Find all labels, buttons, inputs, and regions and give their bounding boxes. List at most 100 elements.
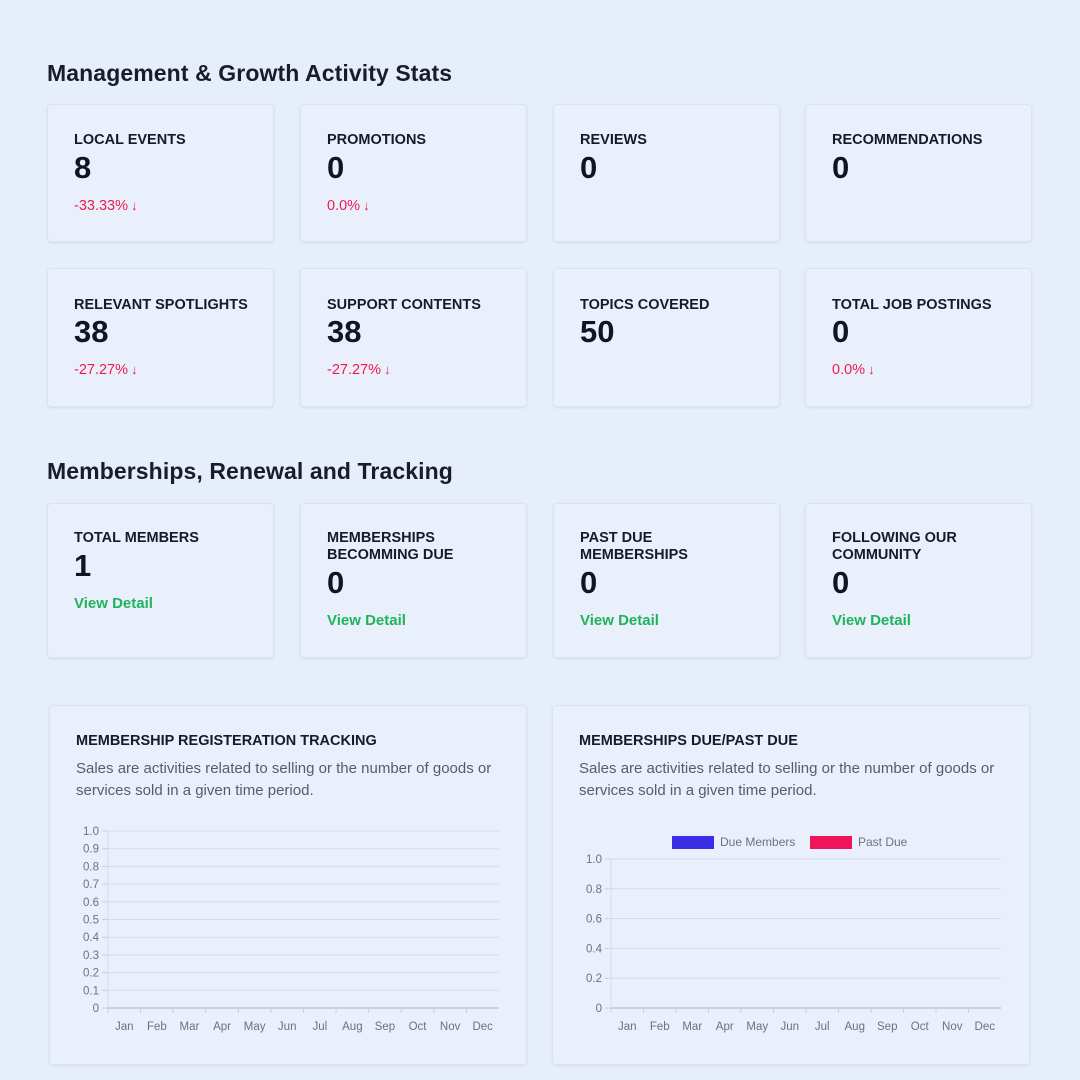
stat-value: 50 xyxy=(580,314,615,349)
x-tick-label: Dec xyxy=(975,1021,996,1033)
y-tick-label: 0.8 xyxy=(586,884,602,896)
x-tick-label: Nov xyxy=(440,1021,461,1033)
stat-value: 0 xyxy=(327,150,345,185)
x-tick-label: Aug xyxy=(845,1021,865,1033)
view-detail-link[interactable]: View Detail xyxy=(74,595,153,612)
x-tick-label: May xyxy=(746,1021,768,1033)
stat-label: PAST DUE MEMBERSHIPS xyxy=(580,530,688,563)
stat-change: 0.0% ↓ xyxy=(832,361,875,379)
chart-title: MEMBERSHIPS DUE/PAST DUE xyxy=(579,733,798,749)
stat-label: RECOMMENDATIONS xyxy=(832,132,983,148)
view-detail-link[interactable]: View Detail xyxy=(832,612,911,629)
stat-label: FOLLOWING OUR COMMUNITY xyxy=(832,530,957,563)
x-tick-label: Mar xyxy=(682,1021,702,1033)
stat-change-text: 0.0% xyxy=(327,198,361,214)
stat-card-total-job-postings: TOTAL JOB POSTINGS 0 0.0% ↓ xyxy=(805,268,1032,407)
chart-description: Sales are activities related to selling … xyxy=(579,760,995,799)
registration-chart-card: MEMBERSHIP REGISTERATION TRACKING Sales … xyxy=(49,705,527,1065)
x-tick-label: May xyxy=(244,1021,266,1033)
x-tick-label: Jan xyxy=(618,1021,637,1033)
stat-change-text: -33.33% xyxy=(74,198,129,214)
stat-value: 8 xyxy=(74,150,92,185)
y-tick-label: 0.3 xyxy=(83,950,99,962)
stat-card-topics-covered: TOPICS COVERED 50 xyxy=(553,268,780,407)
arrow-down-icon: ↓ xyxy=(363,198,370,213)
stat-change: 0.0% ↓ xyxy=(327,197,370,215)
stat-card-reviews: REVIEWS 0 xyxy=(553,104,780,242)
stat-change: -27.27% ↓ xyxy=(327,361,391,379)
x-tick-label: Dec xyxy=(472,1021,493,1033)
stat-card-promotions: PROMOTIONS 0 0.0% ↓ xyxy=(300,104,527,242)
stat-change-text: -27.27% xyxy=(327,362,382,378)
registration-chart: 0 0.1 0.2 0.3 0.4 0.5 0.6 0.7 0.8 0.9 1.0 Jan Feb Mar… xyxy=(83,826,499,1033)
y-tick-label: 0.2 xyxy=(83,968,99,980)
stat-change-text: -27.27% xyxy=(74,362,129,378)
stat-value: 1 xyxy=(74,548,92,583)
y-tick-label: 0.6 xyxy=(83,897,99,909)
y-tick-label: 0.5 xyxy=(83,915,99,927)
stat-change-text: 0.0% xyxy=(832,362,866,378)
x-tick-label: Jun xyxy=(780,1021,799,1033)
x-tick-label: Jun xyxy=(278,1021,297,1033)
arrow-down-icon: ↓ xyxy=(384,362,391,377)
x-tick-label: Mar xyxy=(180,1021,200,1033)
chart-title: MEMBERSHIP REGISTERATION TRACKING xyxy=(76,733,377,749)
stat-value: 0 xyxy=(832,150,850,185)
stat-value: 38 xyxy=(74,314,109,349)
x-tick-label: Jan xyxy=(115,1021,134,1033)
y-tick-label: 0.6 xyxy=(586,914,602,926)
stat-value: 0 xyxy=(580,150,598,185)
stat-value: 38 xyxy=(327,314,362,349)
stat-value: 0 xyxy=(832,314,850,349)
due-chart-card: MEMBERSHIPS DUE/PAST DUE Sales are activ… xyxy=(552,705,1030,1065)
legend-swatch[interactable] xyxy=(672,836,714,849)
x-tick-label: Oct xyxy=(409,1021,428,1033)
y-tick-label: 0.4 xyxy=(83,932,100,944)
x-tick-label: Oct xyxy=(911,1021,930,1033)
x-tick-label: Jul xyxy=(815,1021,830,1033)
stat-card-relevant-spotlights: RELEVANT SPOTLIGHTS 38 -27.27% ↓ xyxy=(47,268,274,407)
stat-change: -33.33% ↓ xyxy=(74,197,138,215)
stat-label: REVIEWS xyxy=(580,132,647,148)
arrow-down-icon: ↓ xyxy=(868,362,875,377)
arrow-down-icon: ↓ xyxy=(131,198,138,213)
y-tick-label: 0.7 xyxy=(83,879,99,891)
y-tick-label: 0.9 xyxy=(83,844,99,856)
x-tick-label: Nov xyxy=(942,1021,963,1033)
y-tick-label: 0 xyxy=(596,1003,602,1015)
stat-card-following-our-community: FOLLOWING OUR COMMUNITY 0 View Detail xyxy=(805,503,1032,658)
stat-card-memberships-becoming-due: MEMBERSHIPS BECOMMING DUE 0 View Detail xyxy=(300,503,527,658)
view-detail-link[interactable]: View Detail xyxy=(580,612,659,629)
x-tick-label: Feb xyxy=(650,1021,670,1033)
stat-label: TOTAL JOB POSTINGS xyxy=(832,297,992,313)
arrow-down-icon: ↓ xyxy=(131,362,138,377)
stat-value: 0 xyxy=(832,565,850,600)
y-tick-label: 0.2 xyxy=(586,973,602,985)
y-tick-label: 0.4 xyxy=(586,943,603,955)
x-tick-label: Sep xyxy=(877,1021,897,1033)
legend-swatch[interactable] xyxy=(810,836,852,849)
x-tick-label: Feb xyxy=(147,1021,167,1033)
stat-label: SUPPORT CONTENTS xyxy=(327,297,481,313)
y-tick-label: 1.0 xyxy=(586,854,602,866)
management-section-title: Management & Growth Activity Stats xyxy=(47,60,453,86)
x-tick-label: Apr xyxy=(716,1021,734,1033)
stat-label: LOCAL EVENTS xyxy=(74,132,186,148)
y-tick-label: 1.0 xyxy=(83,826,99,838)
legend-label[interactable]: Past Due xyxy=(858,835,908,849)
stat-label: MEMBERSHIPS BECOMMING DUE xyxy=(327,530,454,563)
stat-value: 0 xyxy=(580,565,598,600)
stat-label: RELEVANT SPOTLIGHTS xyxy=(74,297,248,313)
stat-label: TOTAL MEMBERS xyxy=(74,530,199,546)
stat-change: -27.27% ↓ xyxy=(74,361,138,379)
due-chart: Due Members Past Due 0 0.2 0.4 0.6 0.8 1.0 Jan Fe… xyxy=(586,835,1001,1033)
y-tick-label: 0 xyxy=(93,1003,99,1015)
x-tick-label: Sep xyxy=(375,1021,395,1033)
stat-card-past-due-memberships: PAST DUE MEMBERSHIPS 0 View Detail xyxy=(553,503,780,658)
view-detail-link[interactable]: View Detail xyxy=(327,612,406,629)
stat-label: PROMOTIONS xyxy=(327,132,427,148)
memberships-section-title: Memberships, Renewal and Tracking xyxy=(47,458,453,484)
y-tick-label: 0.1 xyxy=(83,985,99,997)
x-tick-label: Apr xyxy=(213,1021,231,1033)
legend-label[interactable]: Due Members xyxy=(720,835,795,849)
